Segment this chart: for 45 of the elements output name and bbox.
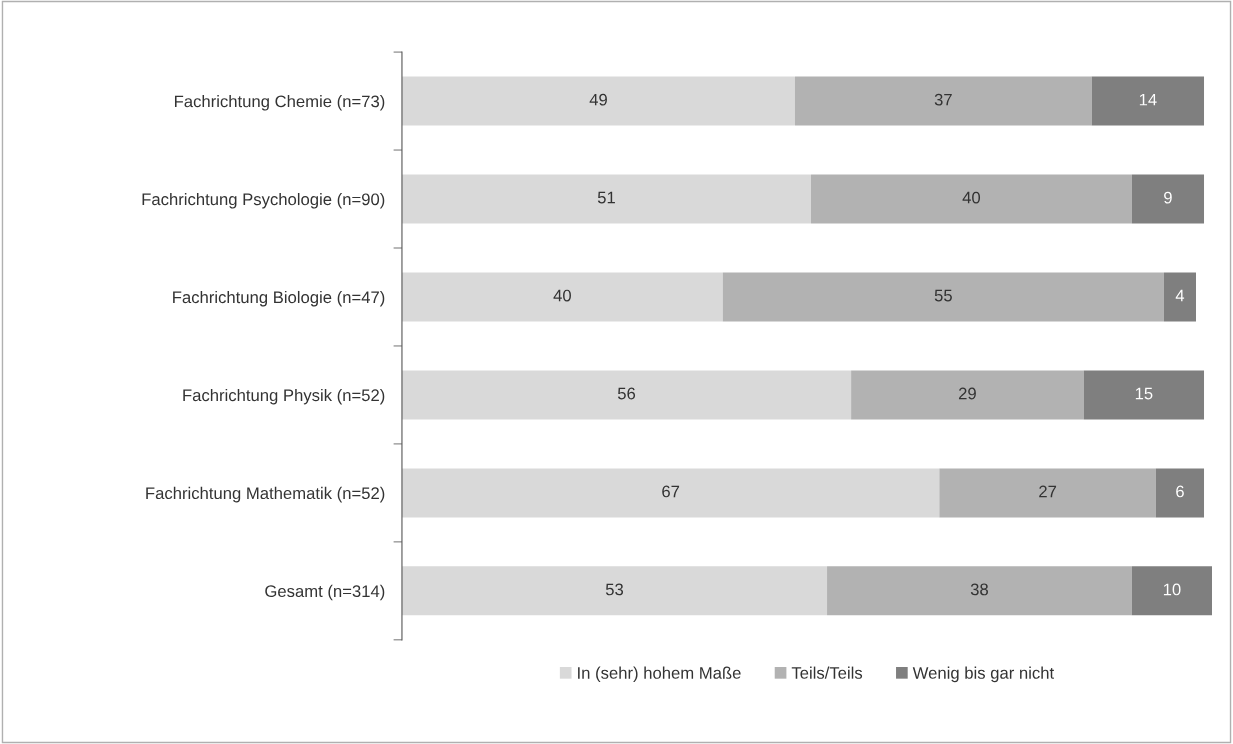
bar (401, 174, 812, 224)
bar (401, 76, 795, 126)
data-label: 56 (617, 387, 636, 400)
data-label: 49 (589, 93, 607, 106)
y-tick-label: Fachrichtung Biologie (n=47) (173, 290, 385, 307)
bar (401, 468, 940, 518)
data-label: 55 (934, 289, 952, 302)
legend-label: In (sehr) hohem Maße (578, 666, 741, 683)
bar (1131, 174, 1205, 224)
bar (939, 468, 1156, 518)
bar (811, 174, 1132, 224)
data-label: 14 (1139, 93, 1157, 106)
data-label: 37 (934, 93, 952, 106)
data-label: 51 (597, 191, 615, 204)
y-tick-label: Fachrichtung Physik (n=52) (183, 388, 385, 405)
y-tick-label: Fachrichtung Mathematik (n=52) (146, 486, 385, 503)
bar (827, 566, 1132, 616)
bar (1091, 76, 1205, 126)
data-label: 40 (962, 191, 981, 204)
data-label: 6 (1176, 485, 1184, 498)
bar (851, 370, 1084, 420)
data-label: 67 (662, 485, 680, 498)
bar (401, 272, 723, 322)
bar (1083, 370, 1205, 420)
data-label: 29 (958, 387, 976, 400)
bar (722, 272, 1164, 322)
data-label: 4 (1175, 289, 1185, 302)
bar (401, 370, 852, 420)
data-label: 38 (970, 583, 988, 596)
data-label: 40 (553, 289, 571, 302)
bar (1163, 272, 1196, 322)
bar (1131, 566, 1213, 616)
data-label: 10 (1163, 583, 1181, 596)
y-tick-label: Fachrichtung Psychologie (n=90) (142, 192, 385, 209)
legend-label: Teils/Teils (791, 666, 863, 679)
bar (1155, 468, 1205, 518)
bar (794, 76, 1092, 126)
y-tick-label: Gesamt (n=314) (265, 584, 385, 601)
legend-label: Wenig bis gar nicht (912, 666, 1055, 683)
data-label: 53 (605, 583, 624, 596)
bar (401, 566, 828, 616)
data-label: 9 (1164, 191, 1172, 204)
data-label: 15 (1135, 387, 1153, 400)
data-label: 27 (1039, 485, 1057, 498)
y-tick-label: Fachrichtung Chemie (n=73) (174, 95, 385, 111)
